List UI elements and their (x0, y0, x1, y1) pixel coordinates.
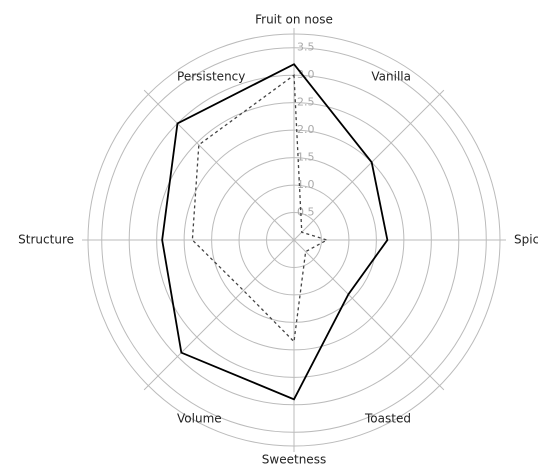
axis-label: Fruit on nose (255, 13, 333, 27)
spoke (143, 239, 295, 391)
r-tick-label: 3.5 (297, 41, 315, 54)
r-tick-label: 2.0 (297, 123, 315, 136)
axis-label: Sweetness (262, 453, 326, 464)
r-tick-label: 0.5 (297, 206, 315, 219)
r-tick-label: 2.5 (297, 96, 315, 109)
spoke (143, 89, 295, 241)
series-line (161, 63, 389, 401)
series-line (191, 73, 329, 344)
axis-label: Persistency (177, 70, 245, 84)
axis-label: Toasted (364, 411, 411, 425)
axis-label: Structure (18, 233, 74, 247)
axis-label: Vanilla (371, 70, 411, 84)
r-tick-label: 1.5 (297, 151, 315, 164)
spoke (293, 239, 445, 391)
spoke (293, 89, 445, 241)
axis-label: Spicy (514, 233, 538, 247)
axis-label: Volume (177, 411, 222, 425)
r-tick-label: 1.0 (297, 178, 315, 191)
r-tick-label: 3.0 (297, 68, 315, 81)
